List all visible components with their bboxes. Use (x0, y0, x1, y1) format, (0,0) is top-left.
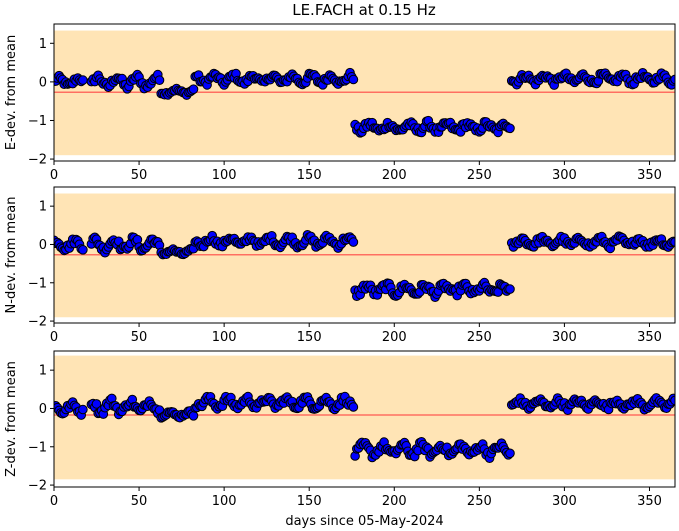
x-tick-label: 150 (297, 168, 322, 183)
x-tick-label: 250 (467, 494, 492, 509)
axes-frame (53, 23, 676, 162)
x-tick-label: 200 (382, 168, 407, 183)
x-tick-label: 200 (382, 494, 407, 509)
x-tick-label: 0 (50, 494, 58, 509)
x-tick-label: 100 (212, 330, 237, 345)
x-axis-label: days since 05-May-2024 (285, 514, 443, 529)
x-tick-label: 350 (637, 330, 662, 345)
data-point (154, 75, 165, 85)
y-tick-label: 1 (39, 364, 47, 379)
y-tick-label: 0 (39, 402, 47, 417)
x-tick-label: 0 (50, 168, 58, 183)
data-point (188, 411, 199, 421)
data-point (505, 284, 515, 294)
subplot-1: 0 50 100 150 200 250 300 350 −2 −1 0 1 E-dev. from m… (4, 23, 676, 183)
data-points (54, 67, 675, 138)
y-axis-label: E-dev. from mean (4, 35, 19, 150)
x-tick-label: 0 (50, 330, 58, 345)
x-tick-label: 50 (131, 494, 148, 509)
axes-frame (53, 186, 676, 324)
x-tick-label: 100 (212, 494, 237, 509)
y-tick-label: −2 (28, 479, 47, 494)
data-points (54, 391, 675, 464)
data-point (91, 399, 102, 409)
y-tick-label: −1 (28, 114, 47, 129)
tolerance-band (54, 355, 675, 480)
x-tick-label: 300 (552, 330, 577, 345)
data-point (78, 245, 88, 255)
data-point (348, 237, 359, 247)
x-tick-label: 250 (467, 168, 492, 183)
data-point (188, 84, 199, 94)
data-point (505, 123, 515, 134)
y-tick-label: −1 (28, 276, 47, 291)
data-point (505, 448, 515, 459)
x-tick-label: 200 (382, 330, 407, 345)
data-point (348, 74, 359, 85)
data-point (78, 75, 88, 85)
y-tick-label: −2 (28, 153, 47, 168)
axes-frame (53, 350, 676, 488)
data-point (670, 237, 675, 247)
y-tick-label: 1 (39, 200, 47, 215)
y-tick-label: 0 (39, 75, 47, 90)
data-point (348, 402, 359, 412)
subplot-3: 0 50 100 150 200 250 300 350 −2 −1 0 1 Z-dev. from m… (4, 350, 676, 529)
data-point (78, 404, 88, 415)
data-point (670, 74, 675, 85)
y-tick-label: 1 (39, 37, 47, 52)
subplot-2: 0 50 100 150 200 250 300 350 −2 −1 0 1 N-dev. from m… (4, 186, 676, 345)
y-tick-label: −1 (28, 440, 47, 455)
data-points (54, 230, 675, 303)
y-tick-label: 0 (39, 238, 47, 253)
y-axis-label: Z-dev. from mean (4, 361, 19, 477)
x-tick-label: 350 (637, 494, 662, 509)
x-tick-label: 300 (552, 494, 577, 509)
x-tick-label: 250 (467, 330, 492, 345)
y-axis-label: N-dev. from mean (4, 197, 19, 314)
chart-title: LE.FACH at 0.15 Hz (292, 1, 436, 19)
x-tick-label: 100 (212, 168, 237, 183)
x-tick-label: 50 (131, 168, 148, 183)
data-point (670, 395, 675, 406)
x-tick-label: 50 (131, 330, 148, 345)
x-tick-label: 150 (297, 494, 322, 509)
x-tick-label: 300 (552, 168, 577, 183)
y-tick-label: −2 (28, 315, 47, 330)
x-tick-label: 150 (297, 330, 322, 345)
x-tick-label: 350 (637, 168, 662, 183)
